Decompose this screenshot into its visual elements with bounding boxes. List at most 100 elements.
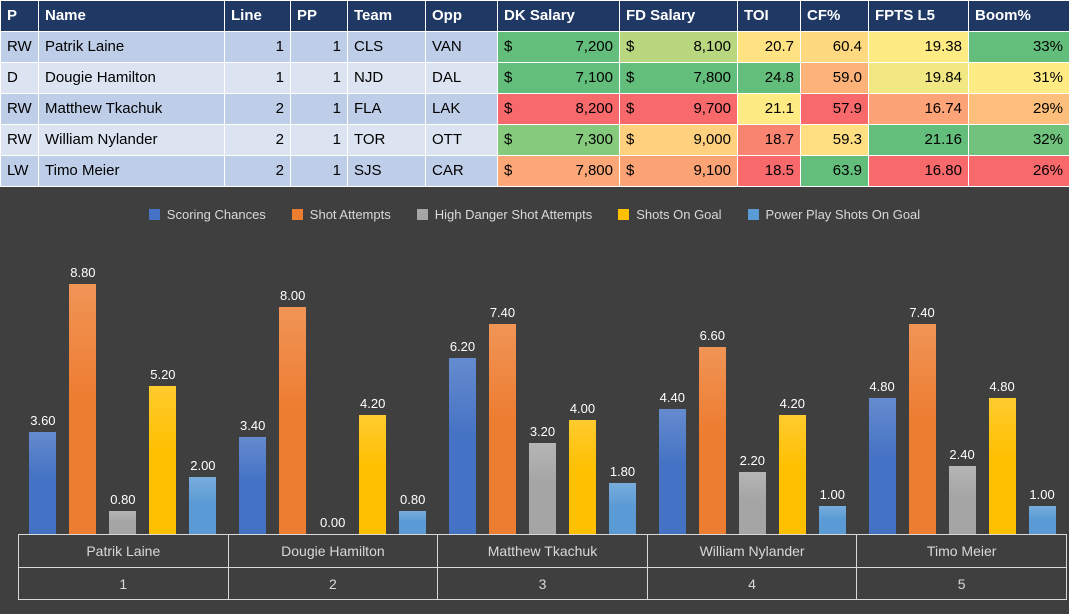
cell-name[interactable]: Dougie Hamilton xyxy=(39,63,225,94)
cell-fpts[interactable]: 19.38 xyxy=(869,32,969,63)
header-dk[interactable]: DK Salary xyxy=(498,1,620,32)
bar-shots-on-goal[interactable] xyxy=(359,415,386,534)
legend-item-scoring-chances[interactable]: Scoring Chances xyxy=(149,207,266,222)
header-boom[interactable]: Boom% xyxy=(969,1,1069,32)
bar-power-play-shots-on-goal[interactable] xyxy=(1029,506,1056,534)
cell-dk[interactable]: $7,100 xyxy=(498,63,620,94)
bar-shot-attempts[interactable] xyxy=(279,307,306,534)
bar-scoring-chances[interactable] xyxy=(869,398,896,534)
bar-shot-attempts[interactable] xyxy=(489,324,516,534)
cell-dk[interactable]: $7,300 xyxy=(498,125,620,156)
bar-high-danger-shot-attempts[interactable] xyxy=(529,443,556,534)
cell-fd[interactable]: $9,700 xyxy=(620,94,738,125)
cell-line[interactable]: 2 xyxy=(225,156,291,187)
cell-cf[interactable]: 59.3 xyxy=(801,125,869,156)
legend-item-shots-on-goal[interactable]: Shots On Goal xyxy=(618,207,721,222)
cell-name[interactable]: William Nylander xyxy=(39,125,225,156)
cell-toi[interactable]: 18.7 xyxy=(738,125,801,156)
header-opp[interactable]: Opp xyxy=(426,1,498,32)
cell-fpts[interactable]: 21.16 xyxy=(869,125,969,156)
bar-shots-on-goal[interactable] xyxy=(989,398,1016,534)
bar-power-play-shots-on-goal[interactable] xyxy=(609,483,636,534)
header-fd[interactable]: FD Salary xyxy=(620,1,738,32)
cell-dk[interactable]: $7,200 xyxy=(498,32,620,63)
cell-line[interactable]: 2 xyxy=(225,125,291,156)
cell-fpts[interactable]: 16.74 xyxy=(869,94,969,125)
cell-boom[interactable]: 32% xyxy=(969,125,1069,156)
cell-toi[interactable]: 18.5 xyxy=(738,156,801,187)
bar-scoring-chances[interactable] xyxy=(239,437,266,534)
bar-scoring-chances[interactable] xyxy=(449,358,476,534)
bar-shots-on-goal[interactable] xyxy=(569,420,596,534)
cell-boom[interactable]: 29% xyxy=(969,94,1069,125)
cell-opp[interactable]: LAK xyxy=(426,94,498,125)
cell-toi[interactable]: 21.1 xyxy=(738,94,801,125)
header-team[interactable]: Team xyxy=(348,1,426,32)
cell-fd[interactable]: $7,800 xyxy=(620,63,738,94)
bar-shots-on-goal[interactable] xyxy=(779,415,806,534)
bar-shots-on-goal[interactable] xyxy=(149,386,176,534)
cell-opp[interactable]: CAR xyxy=(426,156,498,187)
bar-high-danger-shot-attempts[interactable] xyxy=(109,511,136,534)
cell-opp[interactable]: OTT xyxy=(426,125,498,156)
cell-team[interactable]: CLS xyxy=(348,32,426,63)
cell-boom[interactable]: 26% xyxy=(969,156,1069,187)
bar-scoring-chances[interactable] xyxy=(29,432,56,534)
cell-pos[interactable]: RW xyxy=(1,125,39,156)
bar-power-play-shots-on-goal[interactable] xyxy=(189,477,216,534)
cell-dk[interactable]: $7,800 xyxy=(498,156,620,187)
cell-fd[interactable]: $9,100 xyxy=(620,156,738,187)
cell-fpts[interactable]: 16.80 xyxy=(869,156,969,187)
cell-boom[interactable]: 31% xyxy=(969,63,1069,94)
cell-name[interactable]: Timo Meier xyxy=(39,156,225,187)
header-name[interactable]: Name xyxy=(39,1,225,32)
cell-cf[interactable]: 60.4 xyxy=(801,32,869,63)
header-pp[interactable]: PP xyxy=(291,1,348,32)
cell-line[interactable]: 1 xyxy=(225,63,291,94)
cell-cf[interactable]: 57.9 xyxy=(801,94,869,125)
cell-team[interactable]: SJS xyxy=(348,156,426,187)
header-toi[interactable]: TOI xyxy=(738,1,801,32)
bar-shot-attempts[interactable] xyxy=(69,284,96,534)
cell-toi[interactable]: 20.7 xyxy=(738,32,801,63)
cell-team[interactable]: FLA xyxy=(348,94,426,125)
cell-fd[interactable]: $9,000 xyxy=(620,125,738,156)
cell-pp[interactable]: 1 xyxy=(291,94,348,125)
bar-high-danger-shot-attempts[interactable] xyxy=(949,466,976,534)
header-cf[interactable]: CF% xyxy=(801,1,869,32)
bar-shot-attempts[interactable] xyxy=(909,324,936,534)
cell-pos[interactable]: LW xyxy=(1,156,39,187)
cell-toi[interactable]: 24.8 xyxy=(738,63,801,94)
cell-team[interactable]: TOR xyxy=(348,125,426,156)
legend-item-high-danger-shot-attempts[interactable]: High Danger Shot Attempts xyxy=(417,207,593,222)
cell-pp[interactable]: 1 xyxy=(291,63,348,94)
bar-power-play-shots-on-goal[interactable] xyxy=(399,511,426,534)
cell-name[interactable]: Matthew Tkachuk xyxy=(39,94,225,125)
legend-item-power-play-shots-on-goal[interactable]: Power Play Shots On Goal xyxy=(748,207,921,222)
cell-team[interactable]: NJD xyxy=(348,63,426,94)
bar-power-play-shots-on-goal[interactable] xyxy=(819,506,846,534)
header-fpts[interactable]: FPTS L5 xyxy=(869,1,969,32)
bar-shot-attempts[interactable] xyxy=(699,347,726,534)
header-pos[interactable]: P xyxy=(1,1,39,32)
cell-line[interactable]: 2 xyxy=(225,94,291,125)
cell-opp[interactable]: VAN xyxy=(426,32,498,63)
header-line[interactable]: Line xyxy=(225,1,291,32)
bar-high-danger-shot-attempts[interactable] xyxy=(739,472,766,534)
legend-item-shot-attempts[interactable]: Shot Attempts xyxy=(292,207,391,222)
cell-cf[interactable]: 59.0 xyxy=(801,63,869,94)
cell-pp[interactable]: 1 xyxy=(291,125,348,156)
bar-scoring-chances[interactable] xyxy=(659,409,686,534)
cell-pos[interactable]: RW xyxy=(1,32,39,63)
cell-pp[interactable]: 1 xyxy=(291,156,348,187)
cell-pos[interactable]: D xyxy=(1,63,39,94)
cell-fd[interactable]: $8,100 xyxy=(620,32,738,63)
cell-dk[interactable]: $8,200 xyxy=(498,94,620,125)
cell-fpts[interactable]: 19.84 xyxy=(869,63,969,94)
cell-pos[interactable]: RW xyxy=(1,94,39,125)
cell-pp[interactable]: 1 xyxy=(291,32,348,63)
cell-line[interactable]: 1 xyxy=(225,32,291,63)
cell-name[interactable]: Patrik Laine xyxy=(39,32,225,63)
cell-opp[interactable]: DAL xyxy=(426,63,498,94)
cell-cf[interactable]: 63.9 xyxy=(801,156,869,187)
